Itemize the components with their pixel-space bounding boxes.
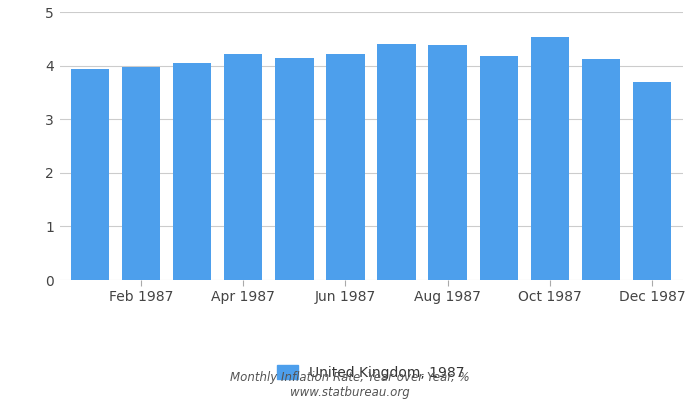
Bar (531, 37, 569, 280)
Bar (71, 69, 109, 280)
Bar (224, 54, 262, 280)
Legend: United Kingdom, 1987: United Kingdom, 1987 (272, 360, 470, 386)
Bar (480, 56, 518, 280)
Bar (275, 58, 314, 280)
Bar (122, 67, 160, 280)
Text: www.statbureau.org: www.statbureau.org (290, 386, 410, 399)
Bar (377, 44, 416, 280)
Bar (633, 82, 671, 280)
Bar (326, 54, 365, 280)
Bar (582, 59, 620, 280)
Bar (173, 64, 211, 280)
Bar (428, 45, 467, 280)
Text: Monthly Inflation Rate, Year over Year, %: Monthly Inflation Rate, Year over Year, … (230, 372, 470, 384)
